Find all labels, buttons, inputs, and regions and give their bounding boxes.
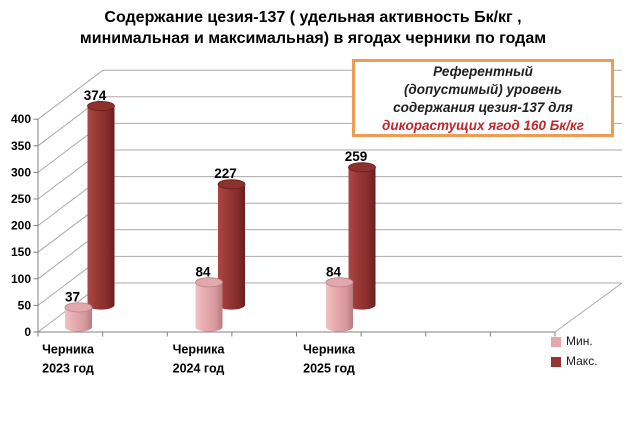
cylinder-top: [87, 101, 115, 112]
cylinder-min-3: [325, 277, 354, 332]
y-tick-label: 400: [11, 112, 31, 126]
y-tick-label: 250: [11, 192, 31, 206]
y-tick-label: 150: [11, 245, 31, 259]
y-tick-label: 200: [11, 219, 31, 233]
value-label: 37: [65, 289, 80, 304]
annotation-line2: (допустимый) уровень: [403, 82, 563, 97]
x-category-label-line2: 2025 год: [303, 362, 355, 376]
value-label: 374: [84, 88, 107, 103]
annotation-line3: содержания цезия-137 для: [393, 100, 573, 115]
value-label: 259: [345, 149, 368, 164]
y-tick-label: 350: [11, 139, 31, 153]
cylinder-body: [87, 106, 115, 305]
legend-item-min: Мин.: [551, 334, 598, 348]
x-category-label-line2: 2023 год: [42, 362, 94, 376]
gridline-side-wall: [37, 69, 104, 120]
legend: Мин. Макс.: [551, 334, 598, 368]
legend-swatch-min: [551, 336, 561, 347]
cylinder-top: [325, 277, 354, 288]
cylinder-body: [326, 282, 353, 327]
legend-label-min: Мин.: [566, 334, 593, 348]
reference-level-annotation: Референтный (допустимый) уровень содержа…: [352, 59, 614, 137]
cylinder-body: [195, 282, 223, 327]
x-category-label-line1: Черника: [42, 343, 95, 357]
value-label: 84: [195, 264, 211, 279]
x-category-label-line1: Черника: [303, 343, 356, 357]
legend-swatch-max: [551, 356, 561, 367]
legend-label-max: Макс.: [566, 354, 598, 368]
cylinder-min-1: [64, 302, 93, 332]
y-tick-label: 0: [24, 325, 31, 339]
value-label: 227: [214, 166, 237, 181]
annotation-line1: Референтный: [433, 64, 533, 79]
cylinder-top: [348, 162, 376, 173]
cylinder-top: [64, 302, 93, 313]
x-category-label-line2: 2024 год: [173, 362, 225, 376]
cylinder-top: [195, 277, 223, 288]
legend-item-max: Макс.: [551, 354, 598, 368]
y-tick-label: 300: [11, 165, 31, 179]
cylinder-min-2: [195, 277, 223, 332]
annotation-reference-value: дикорастущих ягод 160 Бк/кг: [382, 118, 584, 133]
floor-right-edge: [554, 282, 623, 333]
cylinder-max-1: [87, 101, 115, 310]
axes: [33, 118, 556, 337]
y-tick-label: 50: [18, 298, 32, 312]
value-label: 84: [326, 264, 342, 279]
chart-title: Содержание цезия-137 ( удельная активнос…: [0, 7, 626, 49]
cylinder-top: [217, 179, 246, 190]
chart-title-line2: минимальная и максимальная) в ягодах чер…: [79, 30, 547, 47]
y-tick-label: 100: [11, 272, 31, 286]
chart-title-line1: Содержание цезия-137 ( удельная активнос…: [104, 9, 522, 26]
cylinder-body: [65, 307, 92, 327]
x-category-label-line1: Черника: [173, 343, 226, 357]
